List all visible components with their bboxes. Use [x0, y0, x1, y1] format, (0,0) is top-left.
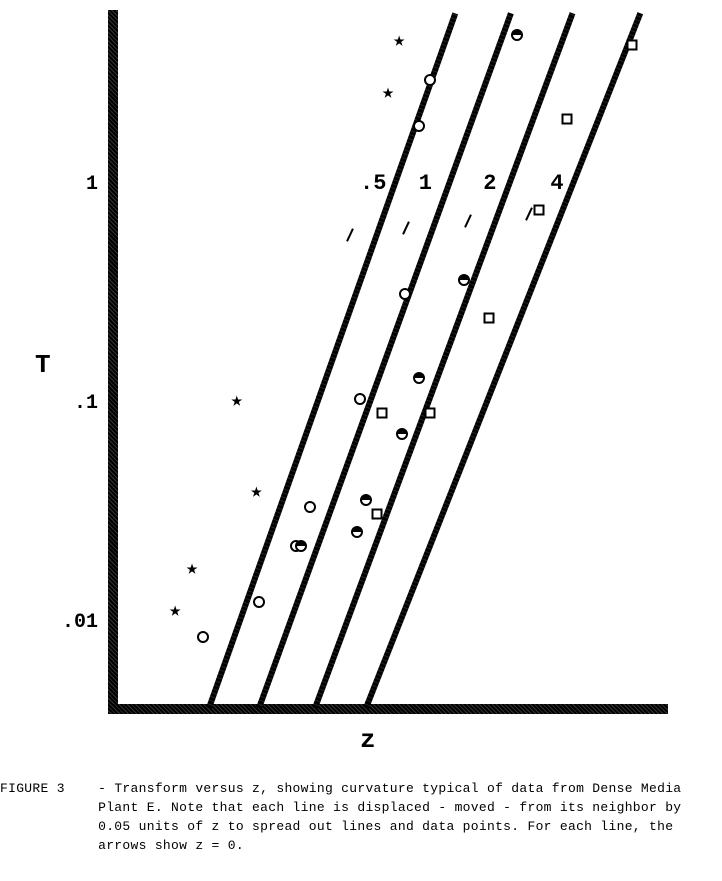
caption-label: FIGURE 3	[0, 780, 90, 799]
series-line-1	[256, 12, 514, 709]
plot-area: .5 1 2 4 ★ ★ ★ ★ ★ ★	[108, 10, 668, 710]
marker-star-1: ★	[382, 84, 394, 104]
series-label-4: 4	[550, 171, 563, 196]
marker-circle-8	[399, 288, 411, 300]
series-line-4	[363, 12, 643, 709]
marker-circle-filled-20	[295, 540, 307, 552]
y-tick-001: .01	[48, 611, 98, 634]
marker-circle-filled-19	[351, 526, 363, 538]
marker-star-0: ★	[393, 32, 405, 52]
marker-star-3: ★	[250, 483, 262, 503]
x-axis	[108, 704, 668, 714]
series-line-2	[312, 12, 575, 709]
marker-circle-filled-16	[413, 372, 425, 384]
zero-tick-0	[346, 228, 354, 242]
marker-star-5: ★	[169, 602, 181, 622]
y-tick-1: 1	[48, 173, 98, 196]
figure-caption: FIGURE 3 - Transform versus z, showing c…	[0, 780, 722, 855]
marker-square-21	[626, 40, 637, 51]
marker-square-22	[562, 113, 573, 124]
marker-circle-9	[354, 393, 366, 405]
series-line-0.5	[206, 12, 458, 709]
y-tick-01: .1	[48, 392, 98, 415]
marker-square-27	[371, 509, 382, 520]
y-axis	[108, 10, 118, 710]
y-axis-label: T	[35, 350, 51, 380]
zero-tick-1	[402, 221, 410, 235]
zero-tick-3	[526, 207, 534, 221]
series-label-1: 1	[419, 171, 432, 196]
marker-square-24	[483, 313, 494, 324]
marker-star-4: ★	[186, 560, 198, 580]
marker-circle-10	[304, 501, 316, 513]
marker-circle-6	[424, 74, 436, 86]
marker-circle-filled-15	[458, 274, 470, 286]
caption-sep: -	[98, 781, 114, 796]
marker-circle-13	[197, 631, 209, 643]
marker-circle-7	[413, 120, 425, 132]
marker-square-23	[534, 204, 545, 215]
marker-star-2: ★	[231, 392, 243, 412]
chart-container: .5124★★★★★★ 1 .1 .01 T z	[40, 10, 690, 750]
x-axis-label: z	[360, 725, 376, 755]
series-label-0.5: .5	[360, 171, 386, 196]
caption-body: - Transform versus z, showing curvature …	[98, 780, 708, 855]
marker-circle-filled-18	[360, 494, 372, 506]
zero-tick-2	[464, 214, 472, 228]
marker-circle-12	[253, 596, 265, 608]
series-label-2: 2	[483, 171, 496, 196]
marker-square-26	[377, 407, 388, 418]
marker-square-25	[425, 407, 436, 418]
marker-circle-filled-14	[511, 29, 523, 41]
caption-text: Transform versus z, showing curvature ty…	[98, 781, 681, 853]
marker-circle-filled-17	[396, 428, 408, 440]
